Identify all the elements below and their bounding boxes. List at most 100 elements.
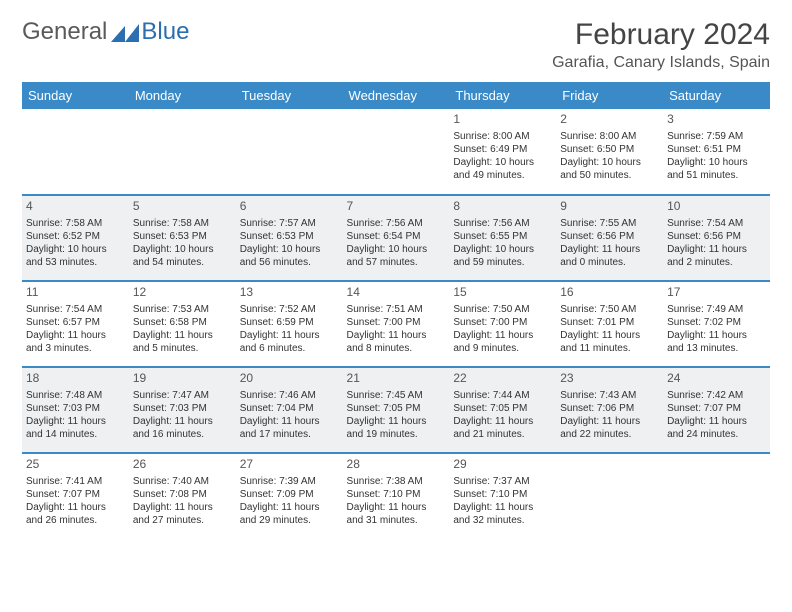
- header: General Blue February 2024 Garafia, Cana…: [22, 18, 770, 72]
- sunset-text: Sunset: 7:10 PM: [453, 488, 552, 501]
- dl1-text: Daylight: 10 hours: [26, 243, 125, 256]
- sunrise-text: Sunrise: 7:44 AM: [453, 389, 552, 402]
- dl2-text: and 50 minutes.: [560, 169, 659, 182]
- sunset-text: Sunset: 7:10 PM: [347, 488, 446, 501]
- day-cell: 21Sunrise: 7:45 AMSunset: 7:05 PMDayligh…: [343, 367, 450, 453]
- sunrise-text: Sunrise: 7:54 AM: [667, 217, 766, 230]
- day-cell: 22Sunrise: 7:44 AMSunset: 7:05 PMDayligh…: [449, 367, 556, 453]
- dl1-text: Daylight: 11 hours: [560, 329, 659, 342]
- dl2-text: and 29 minutes.: [240, 514, 339, 527]
- day-number: 1: [453, 112, 552, 128]
- sunset-text: Sunset: 6:52 PM: [26, 230, 125, 243]
- day-cell: 16Sunrise: 7:50 AMSunset: 7:01 PMDayligh…: [556, 281, 663, 367]
- dl1-text: Daylight: 11 hours: [26, 329, 125, 342]
- day-number: 14: [347, 285, 446, 301]
- sunset-text: Sunset: 7:00 PM: [453, 316, 552, 329]
- dl2-text: and 17 minutes.: [240, 428, 339, 441]
- logo-text-b: Blue: [141, 18, 189, 46]
- sunrise-text: Sunrise: 7:47 AM: [133, 389, 232, 402]
- dl2-text: and 21 minutes.: [453, 428, 552, 441]
- page-title: February 2024: [552, 18, 770, 52]
- dl1-text: Daylight: 11 hours: [453, 415, 552, 428]
- day-cell: 29Sunrise: 7:37 AMSunset: 7:10 PMDayligh…: [449, 453, 556, 539]
- location-text: Garafia, Canary Islands, Spain: [552, 54, 770, 72]
- day-cell: 13Sunrise: 7:52 AMSunset: 6:59 PMDayligh…: [236, 281, 343, 367]
- dl2-text: and 59 minutes.: [453, 256, 552, 269]
- day-number: 15: [453, 285, 552, 301]
- day-cell: 12Sunrise: 7:53 AMSunset: 6:58 PMDayligh…: [129, 281, 236, 367]
- day-cell: 23Sunrise: 7:43 AMSunset: 7:06 PMDayligh…: [556, 367, 663, 453]
- sunrise-text: Sunrise: 7:57 AM: [240, 217, 339, 230]
- sunrise-text: Sunrise: 7:56 AM: [453, 217, 552, 230]
- day-cell: 26Sunrise: 7:40 AMSunset: 7:08 PMDayligh…: [129, 453, 236, 539]
- dl1-text: Daylight: 10 hours: [453, 243, 552, 256]
- day-header-row: Sunday Monday Tuesday Wednesday Thursday…: [22, 82, 770, 109]
- sunset-text: Sunset: 6:55 PM: [453, 230, 552, 243]
- dl1-text: Daylight: 10 hours: [347, 243, 446, 256]
- dl2-text: and 27 minutes.: [133, 514, 232, 527]
- day-number: 18: [26, 371, 125, 387]
- day-number: 19: [133, 371, 232, 387]
- day-number: 8: [453, 199, 552, 215]
- day-number: 13: [240, 285, 339, 301]
- week-row: 1Sunrise: 8:00 AMSunset: 6:49 PMDaylight…: [22, 109, 770, 195]
- day-cell: 6Sunrise: 7:57 AMSunset: 6:53 PMDaylight…: [236, 195, 343, 281]
- day-number: 28: [347, 457, 446, 473]
- day-cell: 11Sunrise: 7:54 AMSunset: 6:57 PMDayligh…: [22, 281, 129, 367]
- day-cell: [343, 109, 450, 195]
- day-number: 29: [453, 457, 552, 473]
- dl2-text: and 8 minutes.: [347, 342, 446, 355]
- dl1-text: Daylight: 11 hours: [240, 415, 339, 428]
- sunrise-text: Sunrise: 7:41 AM: [26, 475, 125, 488]
- dl2-text: and 53 minutes.: [26, 256, 125, 269]
- day-number: 11: [26, 285, 125, 301]
- dl2-text: and 2 minutes.: [667, 256, 766, 269]
- sunset-text: Sunset: 6:53 PM: [133, 230, 232, 243]
- dl2-text: and 0 minutes.: [560, 256, 659, 269]
- day-cell: 28Sunrise: 7:38 AMSunset: 7:10 PMDayligh…: [343, 453, 450, 539]
- header-right: February 2024 Garafia, Canary Islands, S…: [552, 18, 770, 72]
- sunset-text: Sunset: 7:00 PM: [347, 316, 446, 329]
- sunset-text: Sunset: 6:54 PM: [347, 230, 446, 243]
- sunrise-text: Sunrise: 7:49 AM: [667, 303, 766, 316]
- sunrise-text: Sunrise: 7:39 AM: [240, 475, 339, 488]
- dl2-text: and 24 minutes.: [667, 428, 766, 441]
- dl1-text: Daylight: 10 hours: [560, 156, 659, 169]
- dl1-text: Daylight: 11 hours: [667, 329, 766, 342]
- day-cell: 7Sunrise: 7:56 AMSunset: 6:54 PMDaylight…: [343, 195, 450, 281]
- day-header: Friday: [556, 82, 663, 109]
- sunrise-text: Sunrise: 7:46 AM: [240, 389, 339, 402]
- sunset-text: Sunset: 7:06 PM: [560, 402, 659, 415]
- sunrise-text: Sunrise: 7:48 AM: [26, 389, 125, 402]
- dl1-text: Daylight: 11 hours: [26, 501, 125, 514]
- day-number: 5: [133, 199, 232, 215]
- dl1-text: Daylight: 11 hours: [133, 329, 232, 342]
- day-cell: [556, 453, 663, 539]
- day-cell: 14Sunrise: 7:51 AMSunset: 7:00 PMDayligh…: [343, 281, 450, 367]
- dl2-text: and 16 minutes.: [133, 428, 232, 441]
- day-number: 12: [133, 285, 232, 301]
- sunrise-text: Sunrise: 7:37 AM: [453, 475, 552, 488]
- day-cell: 20Sunrise: 7:46 AMSunset: 7:04 PMDayligh…: [236, 367, 343, 453]
- dl1-text: Daylight: 11 hours: [667, 243, 766, 256]
- day-cell: 17Sunrise: 7:49 AMSunset: 7:02 PMDayligh…: [663, 281, 770, 367]
- sunset-text: Sunset: 7:05 PM: [347, 402, 446, 415]
- sunrise-text: Sunrise: 7:43 AM: [560, 389, 659, 402]
- dl2-text: and 57 minutes.: [347, 256, 446, 269]
- dl1-text: Daylight: 11 hours: [560, 243, 659, 256]
- dl1-text: Daylight: 11 hours: [347, 501, 446, 514]
- week-row: 11Sunrise: 7:54 AMSunset: 6:57 PMDayligh…: [22, 281, 770, 367]
- logo: General Blue: [22, 18, 189, 46]
- sunrise-text: Sunrise: 7:53 AM: [133, 303, 232, 316]
- dl1-text: Daylight: 10 hours: [240, 243, 339, 256]
- dl2-text: and 5 minutes.: [133, 342, 232, 355]
- sunset-text: Sunset: 6:56 PM: [667, 230, 766, 243]
- week-row: 25Sunrise: 7:41 AMSunset: 7:07 PMDayligh…: [22, 453, 770, 539]
- calendar-table: Sunday Monday Tuesday Wednesday Thursday…: [22, 82, 770, 539]
- dl1-text: Daylight: 11 hours: [347, 415, 446, 428]
- day-number: 6: [240, 199, 339, 215]
- day-number: 26: [133, 457, 232, 473]
- dl2-text: and 26 minutes.: [26, 514, 125, 527]
- sunrise-text: Sunrise: 7:58 AM: [26, 217, 125, 230]
- day-cell: 27Sunrise: 7:39 AMSunset: 7:09 PMDayligh…: [236, 453, 343, 539]
